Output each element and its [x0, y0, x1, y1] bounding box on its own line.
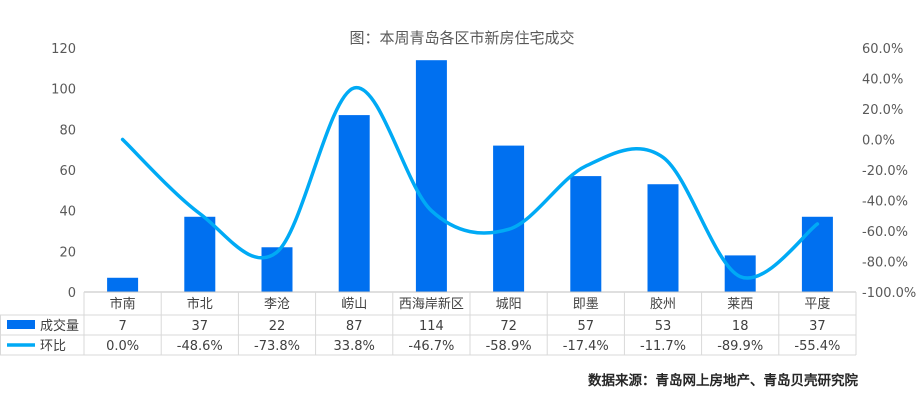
bar-value-label: 114 [419, 319, 444, 334]
bar [724, 255, 756, 292]
ratio-value-label: -89.9% [717, 339, 763, 354]
ratio-value-label: -48.6% [177, 339, 223, 354]
category-label: 平度 [804, 296, 830, 312]
category-label: 胶州 [650, 296, 676, 312]
right-axis-tick-label: -20.0% [862, 164, 908, 179]
left-axis-tick-label: 120 [51, 42, 76, 57]
bar [338, 115, 370, 292]
bar-value-label: 72 [500, 319, 517, 334]
right-axis-tick-label: -60.0% [862, 225, 908, 240]
ratio-value-label: -58.9% [486, 339, 532, 354]
ratio-value-label: -55.4% [794, 339, 840, 354]
ratio-value-label: -11.7% [640, 339, 686, 354]
category-label: 市北 [187, 296, 213, 312]
right-axis-tick-label: -40.0% [862, 195, 908, 210]
category-label: 即墨 [573, 297, 599, 312]
bar [415, 60, 447, 293]
bar-value-label: 7 [118, 319, 126, 334]
left-axis-tick-label: 20 [59, 245, 76, 260]
category-label: 莱西 [727, 297, 753, 312]
bar [184, 216, 216, 292]
bar [570, 176, 602, 292]
left-axis: 0 20 40 60 80 100 120 [51, 42, 76, 301]
left-axis-tick-label: 0 [68, 286, 76, 301]
right-axis-tick-label: 0.0% [862, 134, 895, 149]
right-axis: -100.0% -80.0% -60.0% -40.0% -20.0% 0.0% 20.0%… [862, 42, 916, 301]
bar-series [107, 60, 833, 293]
bar-value-label: 22 [269, 319, 286, 334]
right-axis-tick-label: -80.0% [862, 256, 908, 271]
category-label: 城阳 [496, 297, 522, 312]
bar-value-label: 53 [655, 319, 672, 334]
legend-bar-label: 成交量 [40, 318, 79, 334]
source-note: 数据来源：青岛网上房地产、青岛贝壳研究院 [588, 372, 858, 389]
right-axis-tick-label: -100.0% [862, 286, 916, 301]
left-axis-tick-label: 100 [51, 83, 76, 98]
category-label: 西海岸新区 [399, 296, 464, 312]
left-axis-tick-label: 80 [59, 123, 76, 138]
bar [647, 184, 679, 292]
left-axis-tick-label: 40 [59, 205, 76, 220]
ratio-line [120, 86, 820, 280]
ratio-value-label: -46.7% [408, 339, 454, 354]
ratio-value-label: -73.8% [254, 339, 300, 354]
right-axis-tick-label: 60.0% [862, 42, 903, 57]
bar [493, 145, 525, 292]
ratio-value-label: 33.8% [334, 339, 375, 354]
right-axis-tick-label: 20.0% [862, 103, 903, 118]
bar [107, 277, 139, 292]
bar [801, 216, 833, 292]
category-label: 李沧 [264, 296, 290, 312]
legend-line-label: 环比 [40, 339, 66, 354]
category-label: 市南 [110, 296, 136, 312]
ratio-value-label: 0.0% [106, 339, 139, 354]
bar-value-label: 57 [578, 319, 595, 334]
ratio-value-label: -17.4% [563, 339, 609, 354]
bar [261, 247, 293, 292]
left-axis-tick-label: 60 [59, 164, 76, 179]
category-label: 崂山 [341, 297, 367, 312]
data-table: 市南 7 0.0% 市北 37 -48.6% 李沧 22 -73.8% 崂山 87 33.8% 西海岸新… [0, 291, 857, 356]
bar-value-label: 18 [732, 319, 749, 334]
bar-value-label: 37 [192, 319, 209, 334]
bar-value-label: 37 [809, 319, 826, 334]
chart-title: 图：本周青岛各区市新房住宅成交 [349, 29, 574, 47]
bar-value-label: 87 [346, 319, 363, 334]
right-axis-tick-label: 40.0% [862, 73, 903, 88]
legend-bar-swatch [7, 320, 35, 329]
